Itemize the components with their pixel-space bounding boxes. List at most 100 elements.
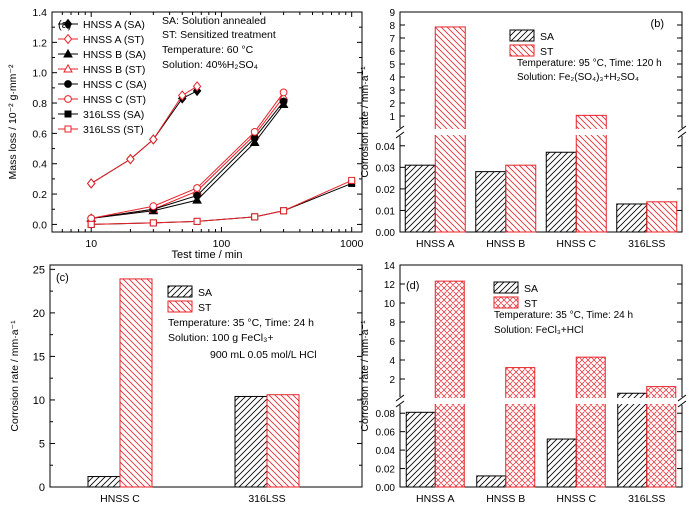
y-tick-label: 3 [389,86,395,97]
x-tick-label: HNSS B [486,238,525,250]
x-axis: 10 100 1000 [61,12,364,250]
break-gap [402,129,680,135]
x-axis: HNSS A HNSS B HNSS C 316LSS [416,493,665,505]
annotation-line: Temperature: 35 °C, Time: 24 h [168,317,314,329]
panel-d-corrosion-bars: (d) 0.00 0.02 0.04 0.06 0.08 2 4 6 8 10 12 14 HNSS … [359,261,687,505]
annotation-line: Temperature: 95 °C, Time: 120 h [517,58,662,69]
y-tick-label: 1 [389,112,395,123]
y-tick-label: 2 [389,99,395,110]
data-point [279,97,288,106]
axis-break [395,394,687,408]
legend-label: 316LSS (ST) [83,124,144,136]
y-tick-label: 0.4 [32,159,47,171]
y-tick-label: 0.0 [32,219,47,231]
break-mark [395,400,405,408]
plot-frame [49,264,363,488]
y-tick-label: 0.02 [376,465,396,476]
axis-break [395,125,687,139]
series-1 [86,81,202,189]
panel-label: (d) [406,280,419,292]
break-mark [677,131,687,139]
y-tick-label: 20 [33,308,45,320]
bar-sa [234,395,268,488]
bar-sa [475,171,507,233]
y-tick-label: 12 [384,280,396,291]
data-point [193,184,201,192]
x-tick-label: HNSS C [100,493,140,505]
legend-item: HNSS C (ST) [58,94,146,106]
y-axis: 0 5 10 15 20 25 [33,264,362,494]
legend-item: HNSS A (ST) [58,33,144,46]
data-point [192,195,202,204]
panel-c-corrosion-bars: (c) 0 5 10 15 20 25 HNSS C 316LSS SA ST Tempera… [9,264,363,505]
bar-sa [617,392,648,488]
y-axis-title: Corrosion rate / mm·a⁻¹ [359,66,371,178]
y-axis-title: Mass loss / 10⁻² g·mm⁻² [7,64,19,179]
break-mask [395,128,405,136]
data-point [149,202,158,211]
legend: SA ST [509,29,554,58]
y-tick-label: 0.02 [376,185,396,196]
legend-swatch [509,29,535,42]
y-tick-label: 6 [389,337,395,348]
y-tick-label: 0.01 [376,206,396,217]
x-tick-label: 316LSS [628,493,665,505]
legend-label: SA [198,287,212,299]
y-tick-label: 15 [33,351,45,363]
data-point [64,125,72,133]
legend-item: 316LSS (ST) [58,124,144,136]
y-tick-label: 0.08 [376,409,396,420]
legend: SA ST [167,285,212,314]
y-axis: 0.00 0.02 0.04 0.06 0.08 2 4 6 8 10 12 14 [376,261,682,494]
data-point [149,219,157,227]
data-point [280,207,288,215]
bar-st [266,394,300,488]
data-point [193,191,201,200]
y-tick-label: 5 [39,438,45,450]
legend-item: ST [509,44,554,58]
annotation-line: Solution: FeCl₃+HCl [494,325,583,336]
bar-st [505,367,536,488]
data-point [193,217,201,225]
legend-item: ST [493,296,538,310]
break-mark [677,125,687,133]
bars-layer [405,280,677,488]
series-line [91,104,284,219]
y-tick-label: 1.2 [32,37,47,49]
x-axis: HNSS C 316LSS [100,493,286,505]
bar-st [646,201,678,233]
series-7 [87,176,356,228]
legend-swatch [509,44,535,57]
legend-item: SA [493,281,538,295]
data-point [250,127,259,136]
bar-st [575,356,606,488]
data-point [87,220,95,228]
data-point [126,153,135,165]
bar-st [505,164,537,233]
annotation-line: 900 mL 0.05 mol/L HCl [210,349,317,361]
y-tick-label: 1.0 [32,68,47,80]
y-tick-label: 0.06 [376,428,396,439]
legend-item: ST [167,300,212,314]
break-mark [395,131,405,139]
x-axis: HNSS A HNSS B HNSS C 316LSS [416,238,665,250]
bars-layer [87,278,300,488]
data-point [149,134,158,145]
bar-st [119,278,153,488]
series-6 [87,179,356,228]
y-axis-title: Corrosion rate / mm·a⁻¹ [359,320,371,432]
legend-label: HNSS B (SA) [83,49,146,61]
break-mask [677,128,687,136]
x-tick-label: 316LSS [628,238,665,250]
data-point [177,90,187,101]
y-tick-label: 0.00 [376,228,396,239]
y-tick-label: 7 [389,34,395,45]
legend-swatch [493,281,519,294]
legend-label: ST [540,46,554,58]
bar-sa [616,203,648,233]
y-tick-label: 0.03 [376,163,396,174]
bars-layer [404,26,678,233]
break-mark [677,400,687,408]
legend-item: HNSS B (SA) [58,48,146,61]
